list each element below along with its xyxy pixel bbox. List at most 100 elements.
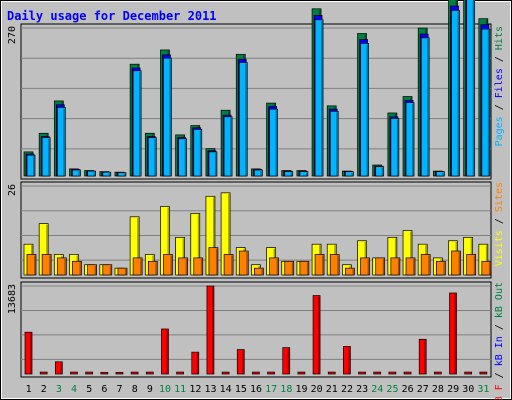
panel-legend: Pages / Files / Hits [494,26,505,146]
bar-kbytes [206,285,215,375]
bar-kbytes [145,371,154,375]
bar-kbytes [100,372,109,375]
x-tick-label: 24 [371,384,383,395]
bar-pages [132,70,142,177]
bar-sites [375,257,386,276]
bar-pages [299,171,309,177]
bar-sites [329,254,340,276]
bar-kbytes [297,371,306,375]
bar-pages [254,169,263,177]
bar-pages [87,170,96,177]
legend-entry: kB Out [494,282,505,318]
bar-kbytes [115,372,124,375]
x-tick-label: 21 [326,384,338,395]
bar-pages [314,19,324,177]
legend-entry: / [494,212,505,230]
legend-entry: / [494,318,505,336]
bar-sites [238,250,249,276]
x-tick-label: 10 [159,384,171,395]
bar-kbytes [39,371,48,375]
bar-sites [178,257,188,276]
x-tick-label: 26 [402,384,414,395]
bar-kbytes [403,371,412,375]
x-tick-label: 22 [341,384,353,395]
bar-kbytes [85,371,93,375]
bar-pages [375,166,385,177]
bar-sites [132,257,143,276]
bar-kbytes [449,292,457,375]
x-tick-label: 12 [189,384,201,395]
bar-sites [284,260,295,276]
bar-kbytes [130,371,139,375]
x-tick-label: 7 [117,384,123,395]
x-tick-label: 9 [147,384,153,395]
bar-sites [314,254,325,276]
bar-pages [193,129,203,177]
x-tick-label: 11 [174,384,186,395]
x-tick-label: 3 [56,384,62,395]
bar-pages [56,107,66,177]
bar-kbytes [312,295,321,375]
bar-sites [26,254,37,276]
x-tick-label: 19 [295,384,307,395]
bar-sites [117,267,128,276]
bar-pages [208,151,218,177]
legend-entry: kB F [494,384,505,400]
x-tick-label: 29 [447,384,459,395]
x-tick-label: 1 [26,384,32,395]
bar-kbytes [252,371,260,375]
bar-pages [163,57,172,177]
bar-kbytes [236,349,245,375]
chart-title: Daily usage for December 2011 [7,9,217,23]
x-tick-label: 5 [86,384,92,395]
x-tick-label: 27 [417,384,429,395]
bar-pages [360,42,369,177]
bar-sites [466,254,477,276]
bar-sites [223,254,234,276]
bar-kbytes [373,371,382,375]
x-tick-label: 2 [41,384,47,395]
bar-pages [238,62,248,177]
x-tick-label: 28 [432,384,444,395]
bar-kbytes [267,371,275,375]
bar-sites [405,257,416,276]
x-tick-label: 6 [101,384,107,395]
bar-sites [163,254,173,276]
bar-pages [345,171,354,177]
x-tick-label: 31 [477,384,489,395]
bar-pages [451,10,460,177]
bar-pages [481,28,491,177]
x-tick-label: 13 [204,384,216,395]
bar-pages [72,169,81,177]
bar-sites [102,264,113,276]
bar-pages [178,138,187,177]
legend-entry: / [494,50,505,68]
bar-kbytes [434,371,442,375]
bar-pages [102,171,112,177]
x-tick-label: 4 [71,384,77,395]
x-tick-label: 25 [386,384,398,395]
bar-kbytes [221,371,230,375]
bar-pages [405,102,415,177]
x-tick-label: 16 [250,384,262,395]
bar-kbytes [191,351,200,375]
legend-entry: / [494,366,505,384]
bar-pages [26,154,36,177]
legend-entry: Sites [494,182,505,212]
x-tick-label: 15 [235,384,247,395]
panel-legend: kB F / kB In / kB Out [494,282,505,400]
bar-kbytes [161,328,169,375]
panel-max-label: 270 [7,26,18,44]
bar-sites [147,260,158,276]
panel-max-label: 13683 [7,284,18,314]
x-tick-label: 8 [132,384,138,395]
bar-sites [87,264,97,276]
bar-sites [41,254,52,276]
bar-sites [451,250,461,276]
bar-sites [72,260,82,276]
bar-sites [420,254,431,276]
x-tick-label: 14 [220,384,232,395]
bar-sites [56,257,67,276]
